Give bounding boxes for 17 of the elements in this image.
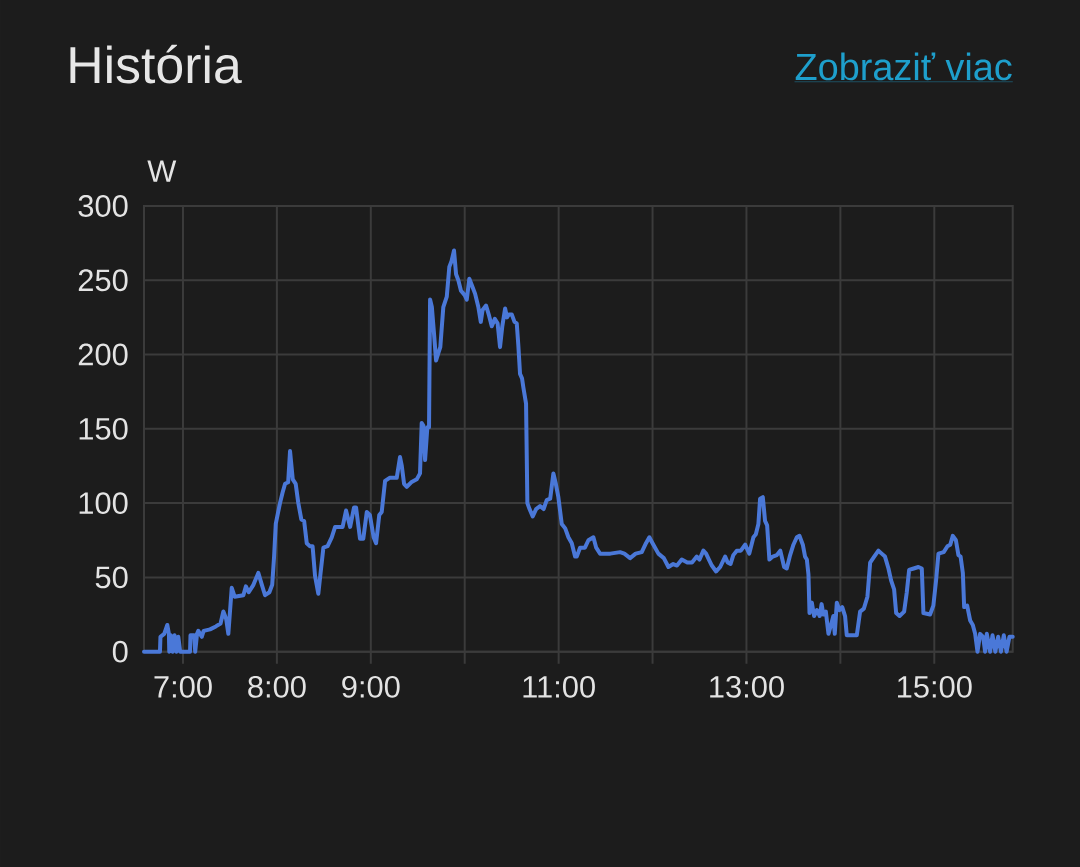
y-tick-label: 50	[95, 566, 128, 589]
y-tick-label: 150	[79, 417, 128, 440]
x-tick-label: 15:00	[898, 675, 972, 698]
y-tick-label: 250	[78, 269, 128, 292]
y-tick-label: 200	[78, 343, 128, 366]
y-axis-title: W	[147, 160, 177, 182]
y-tick-label: 300	[78, 195, 128, 217]
x-tick-label: 7:00	[154, 675, 212, 698]
chart-title: História	[70, 44, 242, 84]
x-tick-label: 11:00	[523, 675, 595, 698]
text: Zobraziť viac	[795, 52, 1012, 81]
y-tick-label: 0	[112, 640, 128, 663]
x-tick-label: 9:00	[342, 675, 400, 698]
y-tick-label: 100	[79, 492, 128, 515]
x-tick-label: 8:00	[248, 675, 306, 698]
x-tick-label: 13:00	[710, 675, 784, 698]
line-series	[142, 248, 1015, 654]
